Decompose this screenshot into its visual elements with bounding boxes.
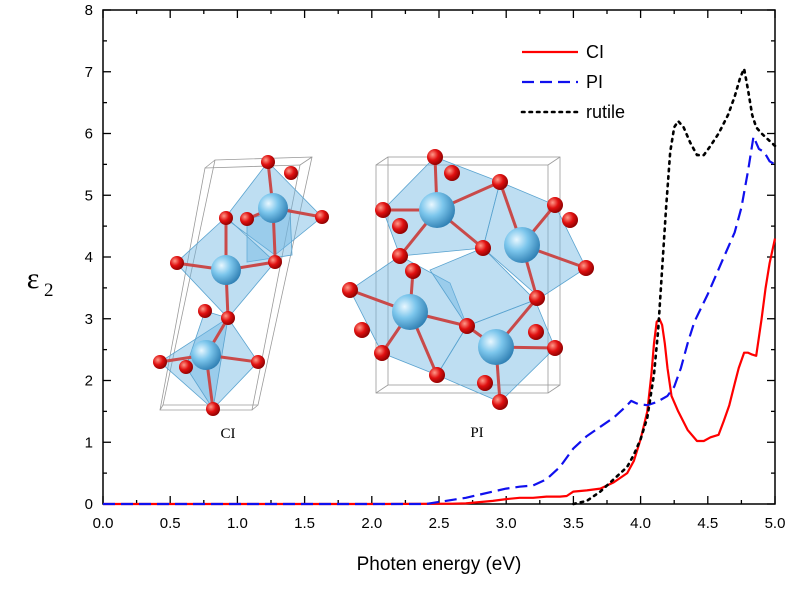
y-axis-label-sub: 2	[44, 280, 54, 301]
crystal-structure-ci: CI	[153, 155, 329, 442]
y-tick-label: 4	[85, 249, 93, 266]
y-tick-label: 2	[85, 373, 93, 390]
x-tick-label: 5.0	[765, 515, 786, 532]
y-tick-label: 7	[85, 64, 93, 81]
x-tick-label: 3.5	[563, 515, 584, 532]
legend-label-rutile: rutile	[586, 102, 625, 122]
series-rutile-line	[572, 67, 777, 506]
x-tick-label: 1.0	[227, 515, 248, 532]
x-tick-label: 4.5	[697, 515, 718, 532]
x-tick-label: 4.0	[630, 515, 651, 532]
legend-label-pi: PI	[586, 72, 603, 92]
axis-ticks	[102, 9, 776, 505]
legend: CI PI rutile	[520, 42, 625, 122]
structure-label-pi: PI	[470, 425, 483, 441]
x-tick-label: 2.0	[361, 515, 382, 532]
y-axis-label: ε 2	[27, 262, 54, 301]
x-tick-labels: 0.0 0.5 1.0 1.5 2.0 2.5 3.0 3.5 4.0 4.5 5.0	[93, 515, 786, 532]
y-tick-label: 1	[85, 434, 93, 451]
series-group	[103, 67, 777, 506]
series-pi-line	[103, 135, 776, 506]
y-tick-labels: 0 1 2 3 4 5 6 7 8	[85, 2, 93, 513]
y-axis-label-main: ε	[27, 262, 40, 295]
y-tick-label: 5	[85, 187, 93, 204]
y-tick-label: 0	[85, 496, 93, 513]
legend-label-ci: CI	[586, 42, 604, 62]
y-tick-label: 3	[85, 311, 93, 328]
y-tick-label: 8	[85, 2, 93, 19]
x-tick-label: 2.5	[429, 515, 450, 532]
x-tick-label: 0.5	[160, 515, 181, 532]
x-tick-label: 3.0	[496, 515, 517, 532]
structure-label-ci: CI	[221, 426, 236, 442]
x-tick-label: 1.5	[294, 515, 315, 532]
crystal-structure-pi: PI	[342, 149, 594, 441]
y-tick-label: 6	[85, 126, 93, 143]
x-axis-label: Photen energy (eV)	[357, 554, 522, 575]
x-tick-label: 0.0	[93, 515, 114, 532]
